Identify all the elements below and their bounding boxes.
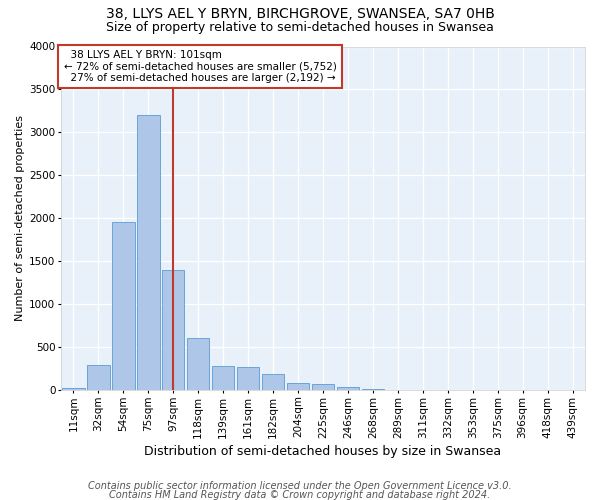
Bar	[212, 366, 235, 390]
Text: Size of property relative to semi-detached houses in Swansea: Size of property relative to semi-detach…	[106, 21, 494, 34]
Bar	[112, 222, 134, 390]
Bar	[187, 338, 209, 390]
Bar	[362, 388, 384, 390]
Bar	[62, 388, 85, 390]
Text: Contains HM Land Registry data © Crown copyright and database right 2024.: Contains HM Land Registry data © Crown c…	[109, 490, 491, 500]
Bar	[312, 384, 334, 390]
X-axis label: Distribution of semi-detached houses by size in Swansea: Distribution of semi-detached houses by …	[145, 444, 502, 458]
Text: Contains public sector information licensed under the Open Government Licence v3: Contains public sector information licen…	[88, 481, 512, 491]
Y-axis label: Number of semi-detached properties: Number of semi-detached properties	[15, 115, 25, 321]
Bar	[162, 270, 184, 390]
Bar	[337, 388, 359, 390]
Bar	[287, 383, 309, 390]
Bar	[137, 115, 160, 390]
Bar	[87, 365, 110, 390]
Text: 38 LLYS AEL Y BRYN: 101sqm  
← 72% of semi-detached houses are smaller (5,752)
 : 38 LLYS AEL Y BRYN: 101sqm ← 72% of semi…	[64, 50, 337, 83]
Bar	[262, 374, 284, 390]
Text: 38, LLYS AEL Y BRYN, BIRCHGROVE, SWANSEA, SA7 0HB: 38, LLYS AEL Y BRYN, BIRCHGROVE, SWANSEA…	[106, 8, 494, 22]
Bar	[237, 366, 259, 390]
